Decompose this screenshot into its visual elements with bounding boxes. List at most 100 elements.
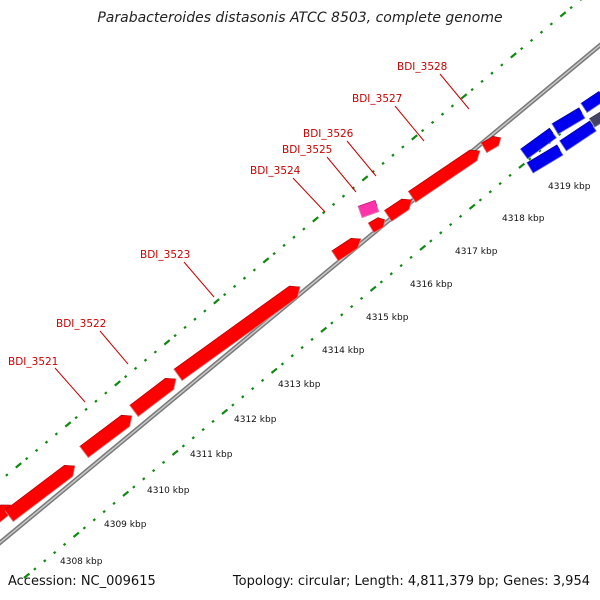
lower-minor-tick: [498, 181, 502, 186]
kbp-label-4313: 4313 kbp: [278, 380, 321, 390]
lower-minor-tick: [33, 567, 37, 571]
gene-label-bdi-3527: BDI_3527: [352, 93, 402, 105]
leader-line-bdi-3528: [439, 73, 470, 110]
gene-arrow-blue-1-edge: [520, 132, 558, 160]
lower-minor-tick: [241, 395, 245, 399]
lower-minor-tick: [478, 198, 483, 202]
kbp-label-4318: 4318 kbp: [502, 214, 545, 224]
kbp-label-4309: 4309 kbp: [104, 520, 147, 530]
lower-minor-tick: [458, 214, 463, 219]
lower-major-tick: [320, 326, 328, 333]
upper-minor-tick: [529, 38, 534, 43]
lower-minor-tick: [102, 509, 106, 514]
upper-minor-tick: [450, 104, 455, 108]
upper-minor-tick: [123, 374, 128, 379]
lower-minor-tick: [132, 485, 136, 489]
lower-minor-tick: [112, 501, 116, 506]
gene-arrow-bdi-3522-edge: [79, 415, 133, 459]
kbp-label-4312: 4312 kbp: [234, 415, 277, 425]
upper-minor-tick: [549, 22, 554, 26]
upper-minor-tick: [44, 440, 49, 444]
lower-minor-tick: [399, 263, 403, 268]
lower-minor-tick: [557, 132, 562, 137]
gene-label-bdi-3525: BDI_3525: [282, 144, 332, 156]
gene-arrow-blue-2-body: [551, 107, 586, 135]
kbp-label-4316: 4316 kbp: [410, 280, 453, 290]
lower-minor-tick: [528, 157, 532, 161]
gene-arrow-bdi-3522: [79, 414, 133, 459]
gene-arrow-bdi-3525: [357, 199, 380, 219]
kbp-label-4315: 4315 kbp: [366, 313, 409, 323]
upper-minor-tick: [34, 448, 39, 453]
lower-minor-tick: [439, 231, 443, 235]
upper-minor-tick: [272, 251, 276, 256]
gene-arrow-dark-6: [588, 111, 600, 128]
leader-line-bdi-3521: [54, 367, 86, 403]
kbp-label-4311: 4311 kbp: [190, 450, 233, 460]
gene-arrow-blue-1-body: [520, 127, 557, 160]
lower-major-tick: [221, 408, 229, 415]
upper-minor-tick: [183, 325, 187, 330]
lower-minor-tick: [151, 468, 156, 473]
upper-minor-tick: [104, 391, 108, 395]
gene-arrow-bdi-3524-edge: [331, 238, 362, 262]
gene-arrow-bdi-3527b-body: [407, 149, 481, 203]
kbp-label-4317: 4317 kbp: [455, 247, 498, 257]
upper-minor-tick: [500, 63, 504, 67]
upper-minor-tick: [440, 112, 445, 116]
lower-major-tick: [369, 285, 377, 292]
lower-minor-tick: [448, 222, 453, 227]
genome-title: Parabacteroides distasonis ATCC 8503, co…: [97, 10, 503, 26]
gene-arrow-bdi-3523-body: [173, 285, 301, 382]
lower-minor-tick: [260, 378, 265, 383]
upper-minor-tick: [321, 210, 326, 215]
upper-minor-tick: [519, 46, 524, 51]
lower-minor-tick: [191, 436, 195, 440]
leader-line-bdi-3523: [183, 261, 215, 298]
gene-arrow-bdi-3522b-body: [129, 377, 177, 417]
upper-major-tick: [262, 257, 270, 264]
upper-major-tick: [510, 52, 517, 59]
upper-minor-tick: [242, 276, 247, 280]
upper-minor-tick: [222, 292, 227, 297]
upper-minor-tick: [282, 243, 286, 248]
lower-minor-tick: [161, 460, 166, 465]
gene-arrow-bdi-3525-body: [357, 199, 380, 219]
lower-minor-tick: [92, 518, 96, 522]
gene-arrow-bdi-3521-edge: [4, 465, 76, 523]
upper-minor-tick: [173, 333, 177, 338]
upper-minor-tick: [74, 415, 78, 420]
lower-minor-tick: [330, 321, 334, 325]
upper-minor-tick: [480, 79, 484, 84]
upper-major-tick: [213, 298, 220, 305]
gene-arrow-bdi-3526-body: [367, 217, 386, 234]
gene-arrow-dark-6-body: [588, 111, 600, 128]
gene-arrow-bdi-3526-edge: [367, 219, 386, 234]
gene-arrow-bdi-3527b-edge: [407, 150, 481, 204]
accession-text: Accession: NC_009615: [8, 574, 156, 589]
gene-arrow-bdi-3527b: [407, 149, 481, 204]
gene-arrow-blue-2: [551, 107, 586, 135]
lower-minor-tick: [359, 296, 364, 301]
gene-arrow-bdi-3527a: [383, 198, 413, 223]
genome-backbone: [0, 42, 600, 546]
gene-arrow-bdi-3524-body: [331, 238, 362, 262]
upper-minor-tick: [470, 87, 474, 92]
lower-minor-tick: [389, 272, 393, 276]
kbp-label-4308: 4308 kbp: [60, 557, 103, 567]
gene-arrow-bdi-3522-body: [79, 414, 133, 459]
gene-label-bdi-3528: BDI_3528: [397, 61, 447, 73]
lower-minor-tick: [508, 173, 512, 178]
lower-minor-tick: [290, 354, 294, 358]
gene-label-bdi-3521: BDI_3521: [8, 356, 58, 368]
upper-minor-tick: [569, 5, 573, 10]
gene-arrow-blue-3-edge: [580, 103, 600, 114]
lower-major-tick: [122, 490, 130, 497]
upper-minor-tick: [341, 194, 346, 198]
kbp-label-4314: 4314 kbp: [322, 346, 365, 356]
gene-arrow-bdi-3525-edge: [357, 205, 380, 219]
upper-minor-tick: [292, 235, 296, 239]
gene-arrow-bdi-3521: [4, 464, 76, 523]
